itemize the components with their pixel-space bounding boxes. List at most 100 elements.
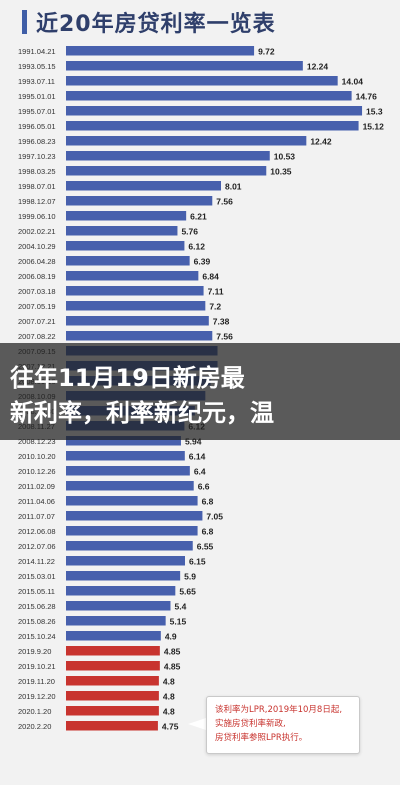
value-label: 5.94 <box>185 437 202 447</box>
lpr-note: 该利率为LPR,2019年10月8日起, 实施房贷利率新政, 房贷利率参照LPR… <box>206 696 360 754</box>
value-label: 4.85 <box>164 647 181 657</box>
value-label: 5.76 <box>181 227 198 237</box>
bar <box>66 601 171 611</box>
value-label: 6.6 <box>198 482 210 492</box>
value-label: 5.9 <box>184 572 196 582</box>
bar <box>66 61 303 71</box>
value-label: 6.8 <box>202 527 214 537</box>
category-label: 2019.10.21 <box>18 662 56 671</box>
value-label: 4.75 <box>162 722 179 732</box>
value-label: 10.53 <box>274 152 296 162</box>
value-label: 14.76 <box>356 92 378 102</box>
category-label: 2012.06.08 <box>18 527 56 536</box>
bar <box>66 436 181 446</box>
category-label: 2019.11.20 <box>18 677 55 686</box>
value-label: 7.38 <box>213 317 230 327</box>
bar <box>66 136 307 146</box>
note-pointer <box>188 718 206 730</box>
bar <box>66 511 203 521</box>
chart-title: 近20年房贷利率一览表 <box>36 12 276 37</box>
category-label: 2020.2.20 <box>18 722 51 731</box>
category-label: 2015.08.26 <box>18 617 56 626</box>
bar <box>66 196 213 206</box>
value-label: 7.2 <box>209 302 221 312</box>
bar <box>66 331 213 341</box>
bar <box>66 256 190 266</box>
category-label: 2010.12.26 <box>18 467 56 476</box>
value-label: 6.14 <box>189 452 206 462</box>
value-label: 7.56 <box>216 332 233 342</box>
bar <box>66 661 160 671</box>
value-label: 6.4 <box>194 467 206 477</box>
category-label: 2015.10.24 <box>18 632 56 641</box>
bar <box>66 181 221 191</box>
bar <box>66 121 359 131</box>
bar <box>66 676 159 686</box>
category-label: 1998.03.25 <box>18 167 56 176</box>
bar <box>66 166 267 176</box>
lpr-note-text: 该利率为LPR,2019年10月8日起, 实施房贷利率新政, 房贷利率参照LPR… <box>215 703 357 745</box>
value-label: 14.04 <box>342 77 364 87</box>
category-label: 1995.07.01 <box>18 107 56 116</box>
category-label: 1996.08.23 <box>18 137 56 146</box>
category-label: 2010.10.20 <box>18 452 56 461</box>
bar <box>66 706 159 716</box>
category-label: 1998.07.01 <box>18 182 56 191</box>
bar <box>66 481 194 491</box>
bar <box>66 571 181 581</box>
bar <box>66 631 161 641</box>
bar <box>66 91 352 101</box>
bar <box>66 151 270 161</box>
bar <box>66 721 158 731</box>
category-label: 2007.08.22 <box>18 332 56 341</box>
bar <box>66 76 338 86</box>
value-label: 6.8 <box>202 497 214 507</box>
value-label: 6.21 <box>190 212 207 222</box>
bar <box>66 316 209 326</box>
category-label: 2006.08.19 <box>18 272 56 281</box>
category-label: 2007.07.21 <box>18 317 56 326</box>
bar <box>66 496 198 506</box>
headline-overlay: 往年11月19日新房最 新利率，利率新纪元，温 <box>0 343 400 440</box>
category-label: 1999.06.10 <box>18 212 56 221</box>
lpr-note-line-3: 房贷利率参照LPR执行。 <box>215 733 308 743</box>
value-label: 7.56 <box>216 197 233 207</box>
value-label: 6.55 <box>197 542 214 552</box>
bar <box>66 451 185 461</box>
bar <box>66 301 206 311</box>
value-label: 12.42 <box>310 137 332 147</box>
category-label: 1993.05.15 <box>18 62 56 71</box>
bar <box>66 286 204 296</box>
bar <box>66 616 166 626</box>
category-label: 2007.03.18 <box>18 287 56 296</box>
bar <box>66 106 363 116</box>
category-label: 2008.12.23 <box>18 437 56 446</box>
value-label: 12.24 <box>307 62 329 72</box>
lpr-note-line-2: 实施房贷利率新政, <box>215 719 286 729</box>
value-label: 6.15 <box>189 557 206 567</box>
value-label: 4.9 <box>165 632 177 642</box>
bar <box>66 646 160 656</box>
value-label: 15.3 <box>366 107 383 117</box>
value-label: 4.8 <box>163 677 175 687</box>
value-label: 4.85 <box>164 662 181 672</box>
value-label: 5.15 <box>170 617 187 627</box>
category-label: 2007.05.19 <box>18 302 56 311</box>
bar <box>66 466 190 476</box>
bar <box>66 46 255 56</box>
value-label: 6.12 <box>188 242 205 252</box>
chart-title-area: 近20年房贷利率一览表 <box>0 0 400 38</box>
value-label: 5.4 <box>174 602 186 612</box>
value-label: 7.11 <box>208 287 224 297</box>
value-label: 15.12 <box>363 122 385 132</box>
category-label: 2004.10.29 <box>18 242 56 251</box>
category-label: 2011.07.07 <box>18 512 55 521</box>
category-label: 1995.01.01 <box>18 92 56 101</box>
category-label: 2019.12.20 <box>18 692 56 701</box>
value-label: 7.05 <box>206 512 223 522</box>
bar <box>66 526 198 536</box>
category-label: 2011.02.09 <box>18 482 55 491</box>
bar <box>66 541 193 551</box>
headline-text: 往年11月19日新房最 新利率，利率新纪元，温 <box>10 364 274 427</box>
